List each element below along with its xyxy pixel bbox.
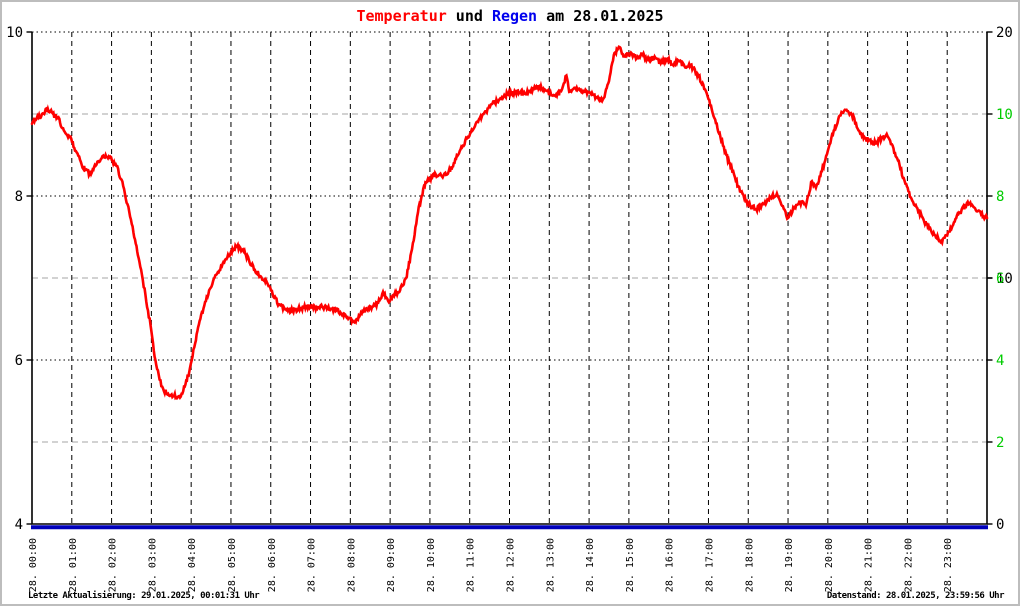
x-tick-label: 28. 14:00	[585, 538, 596, 592]
title-und: und	[446, 7, 492, 25]
y-right-label-black: 10	[996, 271, 1013, 287]
x-tick-label: 28. 19:00	[784, 538, 795, 592]
x-tick-label: 28. 20:00	[824, 538, 835, 592]
chart-title: Temperatur und Regen am 28.01.2025	[2, 7, 1018, 25]
x-tick-label: 28. 18:00	[744, 538, 755, 592]
y-right-label-black: 20	[996, 25, 1013, 41]
y-right-label-green: 2	[996, 435, 1004, 451]
x-tick-label: 28. 22:00	[903, 538, 914, 592]
x-tick-label: 28. 16:00	[665, 538, 676, 592]
x-tick-label: 28. 10:00	[426, 538, 437, 592]
title-regen: Regen	[491, 7, 538, 25]
x-tick-label: 28. 08:00	[346, 538, 357, 592]
data-state-text: Datenstand: 28.01.2025, 23:59:56 Uhr	[826, 591, 1005, 601]
y-left-label: 6	[15, 353, 23, 369]
y-right-label-green: 6	[996, 271, 1004, 287]
x-tick-label: 28. 12:00	[506, 538, 517, 592]
title-date: am 28.01.2025	[537, 7, 664, 25]
x-tick-label: 28. 05:00	[227, 538, 238, 592]
x-tick-label: 28. 00:00	[28, 538, 39, 592]
x-tick-label: 28. 09:00	[386, 538, 397, 592]
x-tick-label: 28. 15:00	[625, 538, 636, 592]
x-tick-label: 28. 01:00	[68, 538, 79, 592]
x-tick-label: 28. 07:00	[307, 538, 318, 592]
temperature-line	[30, 45, 989, 401]
y-right-label-green: 8	[996, 189, 1004, 205]
x-tick-label: 28. 02:00	[108, 538, 119, 592]
y-right-label-black: 0	[996, 517, 1004, 533]
x-tick-label: 28. 04:00	[187, 538, 198, 592]
x-tick-label: 28. 13:00	[545, 538, 556, 592]
x-tick-label: 28. 03:00	[147, 538, 158, 592]
title-temperatur: Temperatur	[356, 7, 447, 25]
x-tick-label: 28. 23:00	[943, 538, 954, 592]
y-right-label-green: 4	[996, 353, 1004, 369]
y-right-label-green: 10	[996, 107, 1013, 123]
y-left-label: 8	[15, 189, 23, 205]
x-tick-label: 28. 21:00	[864, 538, 875, 592]
y-left-label: 10	[6, 25, 23, 41]
x-tick-label: 28. 06:00	[267, 538, 278, 592]
x-tick-label: 28. 17:00	[704, 538, 715, 592]
x-tick-label: 28. 11:00	[466, 538, 477, 592]
y-left-label: 4	[15, 517, 23, 533]
last-update-text: Letzte Aktualisierung: 29.01.2025, 00:01…	[28, 591, 260, 601]
